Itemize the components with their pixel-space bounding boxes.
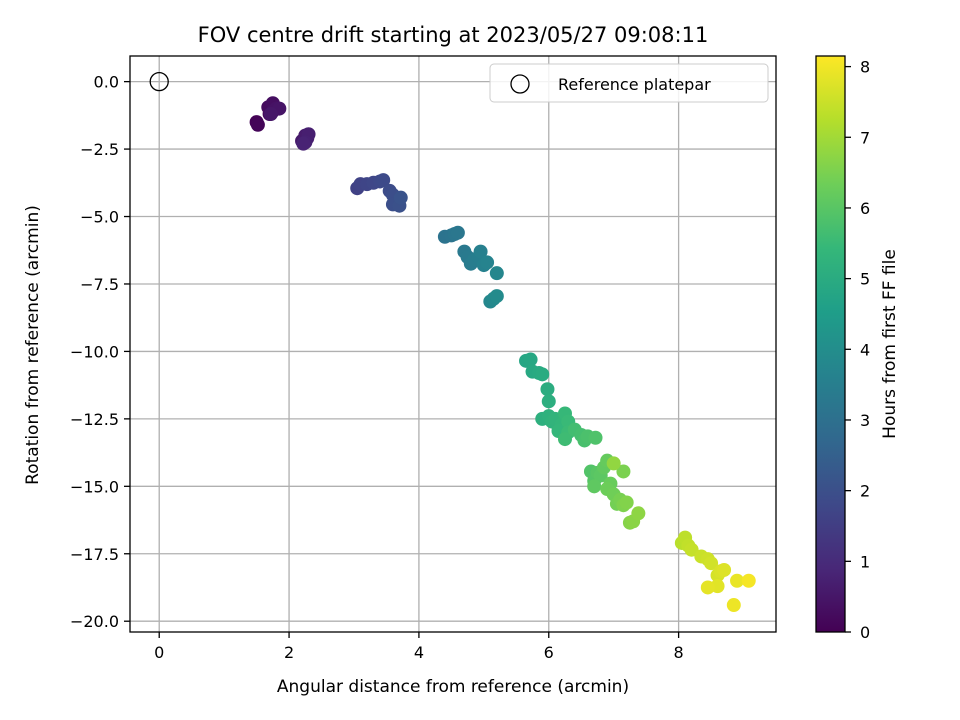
data-point	[684, 542, 699, 557]
plot-area: 0 2 4 6 8 0.0 −2.5 −5.0 −7.5 −10.0 −12.5 −15.0 −17.…	[70, 55, 777, 662]
data-point	[741, 573, 756, 588]
x-axis-label: Angular distance from reference (arcmin)	[277, 677, 629, 697]
y-tick-label: 0.0	[94, 73, 119, 92]
y-tick-label: −15.0	[70, 477, 119, 496]
data-point	[541, 394, 556, 409]
y-tick-label: −7.5	[80, 275, 119, 294]
colorbar-tick-label: 5	[860, 270, 870, 289]
y-tick-label: −10.0	[70, 342, 119, 361]
data-point	[700, 580, 715, 595]
colorbar-label: Hours from first FF file	[880, 249, 900, 439]
data-point	[717, 562, 732, 577]
data-point	[726, 598, 741, 613]
data-point	[489, 289, 504, 304]
colorbar-tick-label: 7	[860, 128, 870, 147]
grid-lines	[130, 56, 776, 632]
legend-box	[489, 63, 769, 103]
colorbar-frame	[815, 55, 846, 633]
data-point	[606, 456, 621, 471]
data-point	[616, 464, 631, 479]
y-tick-label: −5.0	[80, 208, 119, 227]
data-point	[730, 573, 745, 588]
colorbar-tick-label: 6	[860, 199, 870, 218]
x-tick-label: 4	[414, 643, 424, 662]
data-point	[704, 556, 719, 571]
colorbar: 0 1 2 3 4 5 6 7 8 Hours from first FF file	[815, 55, 900, 642]
data-point	[587, 479, 602, 494]
data-point	[480, 255, 495, 270]
colorbar-tick-label: 3	[860, 411, 870, 430]
reference-point-marker	[149, 71, 169, 92]
data-point	[588, 430, 603, 445]
data-point	[250, 117, 265, 132]
colorbar-tick-label: 1	[860, 552, 870, 571]
colorbar-gradient-bar	[816, 56, 845, 632]
axes-frame	[129, 55, 777, 633]
data-point	[540, 382, 555, 397]
data-point	[376, 173, 391, 188]
y-tick-label: −2.5	[80, 140, 119, 159]
y-axis-label: Rotation from reference (arcmin)	[23, 205, 43, 485]
data-points	[249, 96, 756, 613]
colorbar-tick-label: 2	[860, 482, 870, 501]
data-point	[631, 506, 646, 521]
data-point	[393, 190, 408, 205]
data-point	[450, 225, 465, 240]
y-tick-label: −17.5	[70, 545, 119, 564]
data-point	[489, 266, 504, 281]
legend-label: Reference platepar	[558, 75, 711, 94]
x-tick-label: 0	[154, 643, 164, 662]
x-tick-label: 2	[284, 643, 294, 662]
y-tick-label: −12.5	[70, 410, 119, 429]
chart-title: FOV centre drift starting at 2023/05/27 …	[198, 23, 709, 47]
x-tick-label: 8	[674, 643, 684, 662]
data-point	[535, 367, 550, 382]
x-tick-label: 6	[544, 643, 554, 662]
x-axis-ticks: 0 2 4 6 8	[154, 632, 684, 662]
colorbar-ticks: 0 1 2 3 4 5 6 7 8	[845, 58, 870, 642]
colorbar-tick-label: 4	[860, 340, 870, 359]
data-point	[523, 352, 538, 367]
y-axis-ticks: 0.0 −2.5 −5.0 −7.5 −10.0 −12.5 −15.0 −17.5 −20.0	[70, 73, 130, 631]
data-point	[296, 136, 311, 151]
data-point	[619, 495, 634, 510]
colorbar-tick-label: 0	[860, 623, 870, 642]
colorbar-tick-label: 8	[860, 58, 870, 77]
y-tick-label: −20.0	[70, 612, 119, 631]
data-point	[473, 244, 488, 259]
data-point	[263, 107, 278, 122]
legend: Reference platepar	[489, 63, 769, 103]
legend-marker-icon	[510, 74, 530, 94]
data-point	[557, 432, 572, 447]
